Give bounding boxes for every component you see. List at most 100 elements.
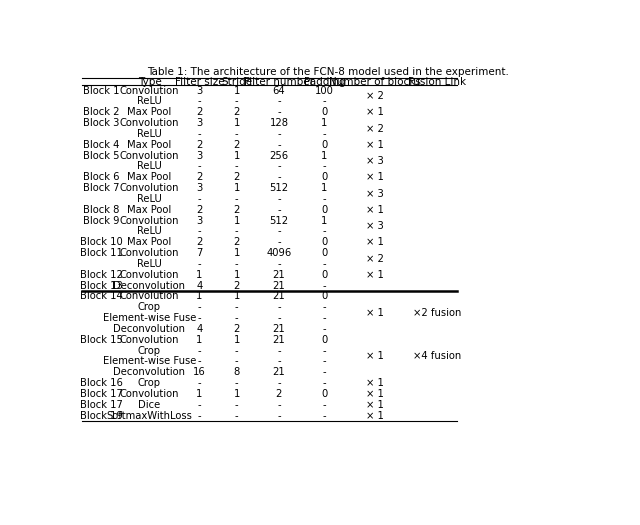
Text: -: - — [198, 97, 202, 107]
Text: -: - — [198, 411, 202, 421]
Text: -: - — [198, 356, 202, 366]
Text: Block 3: Block 3 — [83, 118, 120, 128]
Text: 2: 2 — [234, 281, 240, 291]
Text: ReLU: ReLU — [137, 194, 162, 204]
Text: 4: 4 — [196, 281, 203, 291]
Text: -: - — [323, 324, 326, 334]
Text: 1: 1 — [196, 270, 203, 280]
Text: -: - — [277, 97, 281, 107]
Text: × 1: × 1 — [365, 172, 383, 182]
Text: -: - — [323, 378, 326, 388]
Text: -: - — [277, 107, 281, 117]
Text: -: - — [235, 259, 239, 269]
Text: 512: 512 — [269, 216, 289, 226]
Text: -: - — [277, 345, 281, 355]
Text: Filter number: Filter number — [244, 77, 314, 87]
Text: × 1: × 1 — [365, 411, 383, 421]
Text: Deconvolution: Deconvolution — [113, 368, 186, 377]
Text: -: - — [198, 400, 202, 410]
Text: 1: 1 — [234, 118, 240, 128]
Text: 128: 128 — [269, 118, 289, 128]
Text: -: - — [198, 313, 202, 323]
Text: 8: 8 — [234, 368, 240, 377]
Text: Block 6: Block 6 — [83, 172, 120, 182]
Text: -: - — [323, 302, 326, 312]
Text: 1: 1 — [234, 216, 240, 226]
Text: Crop: Crop — [138, 345, 161, 355]
Text: -: - — [277, 313, 281, 323]
Text: Number of blocks: Number of blocks — [329, 77, 420, 87]
Text: 1: 1 — [234, 291, 240, 301]
Text: 3: 3 — [196, 86, 203, 96]
Text: -: - — [323, 226, 326, 236]
Text: -: - — [323, 97, 326, 107]
Text: Padding: Padding — [304, 77, 346, 87]
Text: Block 17: Block 17 — [80, 400, 123, 410]
Text: 2: 2 — [234, 205, 240, 215]
Text: 21: 21 — [273, 335, 285, 345]
Text: 16: 16 — [193, 368, 206, 377]
Text: -: - — [277, 356, 281, 366]
Text: 2: 2 — [234, 324, 240, 334]
Text: × 1: × 1 — [365, 205, 383, 215]
Text: ×2 fusion: ×2 fusion — [413, 308, 461, 318]
Text: Block 14: Block 14 — [80, 291, 123, 301]
Text: 1: 1 — [321, 183, 328, 193]
Text: Element-wise Fuse: Element-wise Fuse — [103, 313, 196, 323]
Text: × 2: × 2 — [365, 254, 383, 264]
Text: 21: 21 — [273, 368, 285, 377]
Text: × 3: × 3 — [365, 188, 383, 198]
Text: × 1: × 1 — [365, 270, 383, 280]
Text: × 1: × 1 — [365, 400, 383, 410]
Text: -: - — [323, 129, 326, 139]
Text: Convolution: Convolution — [120, 86, 179, 96]
Text: 1: 1 — [196, 335, 203, 345]
Text: Block 7: Block 7 — [83, 183, 120, 193]
Text: Max Pool: Max Pool — [127, 237, 172, 247]
Text: 256: 256 — [269, 151, 289, 161]
Text: Convolution: Convolution — [120, 216, 179, 226]
Text: 1: 1 — [196, 291, 203, 301]
Text: ReLU: ReLU — [137, 129, 162, 139]
Text: 1: 1 — [321, 216, 328, 226]
Text: ReLU: ReLU — [137, 162, 162, 172]
Text: -: - — [277, 129, 281, 139]
Text: Max Pool: Max Pool — [127, 205, 172, 215]
Text: Element-wise Fuse: Element-wise Fuse — [103, 356, 196, 366]
Text: -: - — [198, 226, 202, 236]
Text: 0: 0 — [321, 205, 328, 215]
Text: Block 4: Block 4 — [83, 140, 120, 150]
Text: 2: 2 — [234, 237, 240, 247]
Text: -: - — [323, 411, 326, 421]
Text: -: - — [277, 194, 281, 204]
Text: 2: 2 — [196, 205, 203, 215]
Text: 0: 0 — [321, 389, 328, 399]
Text: -: - — [235, 400, 239, 410]
Text: 100: 100 — [315, 86, 334, 96]
Text: -: - — [323, 259, 326, 269]
Text: 0: 0 — [321, 107, 328, 117]
Text: -: - — [323, 356, 326, 366]
Text: Convolution: Convolution — [120, 335, 179, 345]
Text: Deconvolution: Deconvolution — [113, 324, 186, 334]
Text: Dice: Dice — [138, 400, 161, 410]
Text: -: - — [323, 345, 326, 355]
Text: Filter size: Filter size — [175, 77, 225, 87]
Text: 512: 512 — [269, 183, 289, 193]
Text: -: - — [198, 345, 202, 355]
Text: -: - — [235, 302, 239, 312]
Text: × 1: × 1 — [365, 140, 383, 150]
Text: 1: 1 — [234, 183, 240, 193]
Text: 21: 21 — [273, 291, 285, 301]
Text: 21: 21 — [273, 281, 285, 291]
Text: 3: 3 — [196, 216, 203, 226]
Text: Block 13: Block 13 — [80, 281, 123, 291]
Text: -: - — [323, 313, 326, 323]
Text: 0: 0 — [321, 291, 328, 301]
Text: -: - — [198, 302, 202, 312]
Text: Convolution: Convolution — [120, 389, 179, 399]
Text: -: - — [235, 129, 239, 139]
Text: Block 5: Block 5 — [83, 151, 120, 161]
Text: -: - — [235, 345, 239, 355]
Text: 0: 0 — [321, 335, 328, 345]
